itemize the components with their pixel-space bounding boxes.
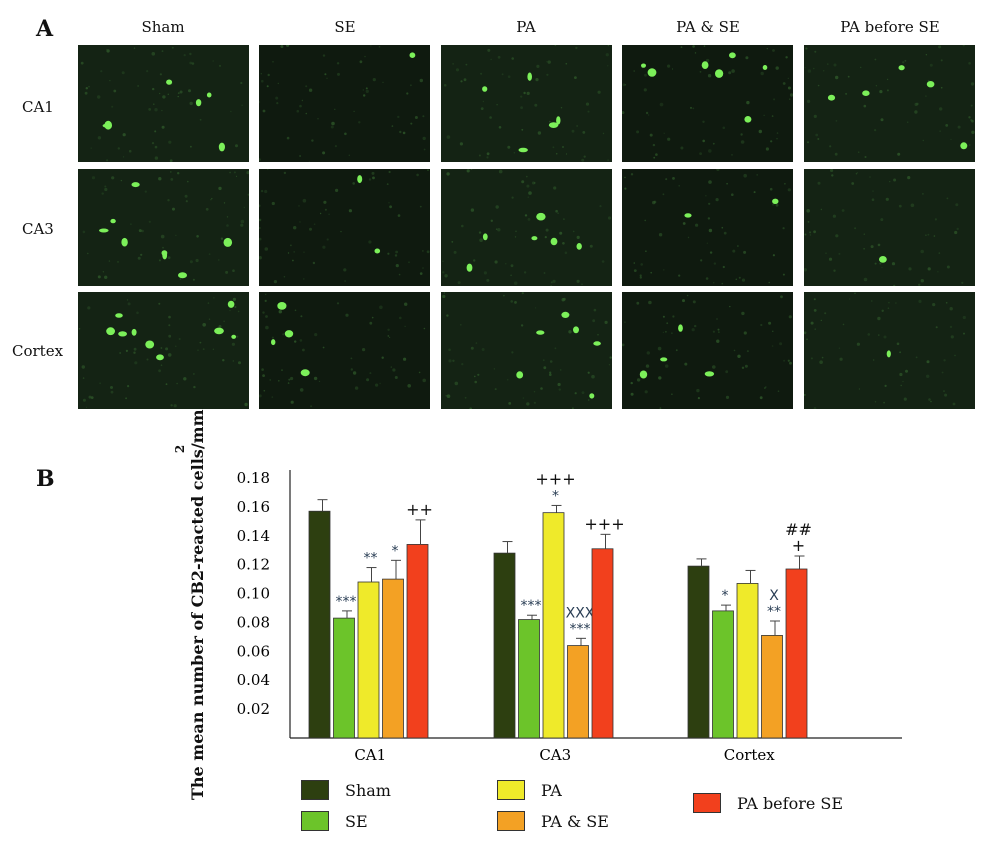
micrograph-ca3-0 [78,169,249,286]
bar-cortex-pa [736,583,759,739]
significance-label: *** [570,621,591,637]
y-tick-label: 0.04 [237,671,270,689]
y-tick-label: 0.08 [237,613,270,631]
y-tick-label: 0.10 [237,585,270,603]
significance-label: *** [521,598,542,614]
significance-label: +++ [535,469,575,488]
column-header-pa-before-se: PA before SE [840,18,940,36]
micrograph-cortex-4 [804,292,975,409]
significance-label: ** [767,604,781,620]
legend-swatch [693,793,721,813]
micrograph-ca1-4 [804,45,975,162]
column-header-pa: PA [516,18,536,36]
legend-swatch [301,780,329,800]
bar-ca1-pa-se [382,578,404,739]
legend-item: PA & SE [497,811,609,831]
column-header-sham: Sham [141,18,185,36]
row-header-ca1: CA1 [22,98,54,116]
bar-ca3-sham [493,552,516,739]
y-tick-label: 0.02 [237,700,270,718]
bar-chart: 0.020.040.060.080.100.120.140.160.18****… [237,469,902,764]
bar-ca3-pa-before-se [591,548,614,739]
legend-swatch [497,780,525,800]
bar-ca3-se [518,619,540,739]
micrograph-cortex-2 [441,292,612,409]
significance-label: XXX [566,605,595,621]
legend-swatch [301,811,329,831]
x-category-label: CA3 [539,746,571,764]
bar-ca3-pa [542,512,565,739]
y-tick-label: 0.16 [237,498,270,516]
legend-label: Sham [345,780,391,800]
legend-label: PA before SE [737,793,844,813]
micrograph-ca1-3 [622,45,793,162]
column-header-pa-se: PA & SE [676,18,740,36]
micrograph-cortex-3 [622,292,793,409]
micrograph-ca1-0 [78,45,249,162]
legend-item: Sham [301,780,391,800]
bar-ca1-sham [308,510,331,739]
x-category-label: CA1 [354,746,386,764]
legend-swatch [497,811,525,831]
bar-ca1-se [333,617,355,739]
micrograph-cortex-0 [78,292,249,409]
x-category-label: Cortex [724,746,776,764]
legend-label: PA [541,780,562,800]
legend-item: PA [497,780,562,800]
significance-label: ## [785,520,812,539]
bar-cortex-pa-se [761,635,783,739]
y-tick-label: 0.14 [237,527,270,545]
legend-label: PA & SE [541,811,609,831]
panel-a-letter: A [36,16,54,42]
significance-label: * [722,588,729,604]
significance-label: * [392,543,399,559]
panel-b-letter: B [36,466,55,492]
bar-ca1-pa [357,581,380,739]
y-tick-label: 0.06 [237,642,270,660]
legend-label: SE [345,811,368,831]
bar-cortex-se [712,610,734,739]
significance-label: * [552,488,559,504]
micrograph-cortex-1 [259,292,430,409]
bar-cortex-sham [687,565,710,739]
micrograph-ca3-2 [441,169,612,286]
significance-label: ++ [406,500,433,519]
significance-label: *** [336,594,357,610]
significance-label: + [792,536,805,555]
y-tick-label: 0.12 [237,556,270,574]
y-tick-label: 0.18 [237,469,270,487]
micrograph-ca1-2 [441,45,612,162]
micrograph-ca3-1 [259,169,430,286]
legend-item: SE [301,811,368,831]
column-header-se: SE [334,18,356,36]
significance-label: +++ [584,514,624,533]
row-header-ca3: CA3 [22,220,54,238]
significance-label: X [769,588,779,604]
micrograph-ca3-4 [804,169,975,286]
bar-ca1-pa-before-se [406,544,429,739]
bar-ca3-pa-se [567,645,589,739]
micrograph-ca1-1 [259,45,430,162]
row-header-cortex: Cortex [12,342,64,360]
significance-label: ** [364,551,378,567]
bar-cortex-pa-before-se [785,568,808,739]
legend-item: PA before SE [693,793,843,813]
micrograph-ca3-3 [622,169,793,286]
